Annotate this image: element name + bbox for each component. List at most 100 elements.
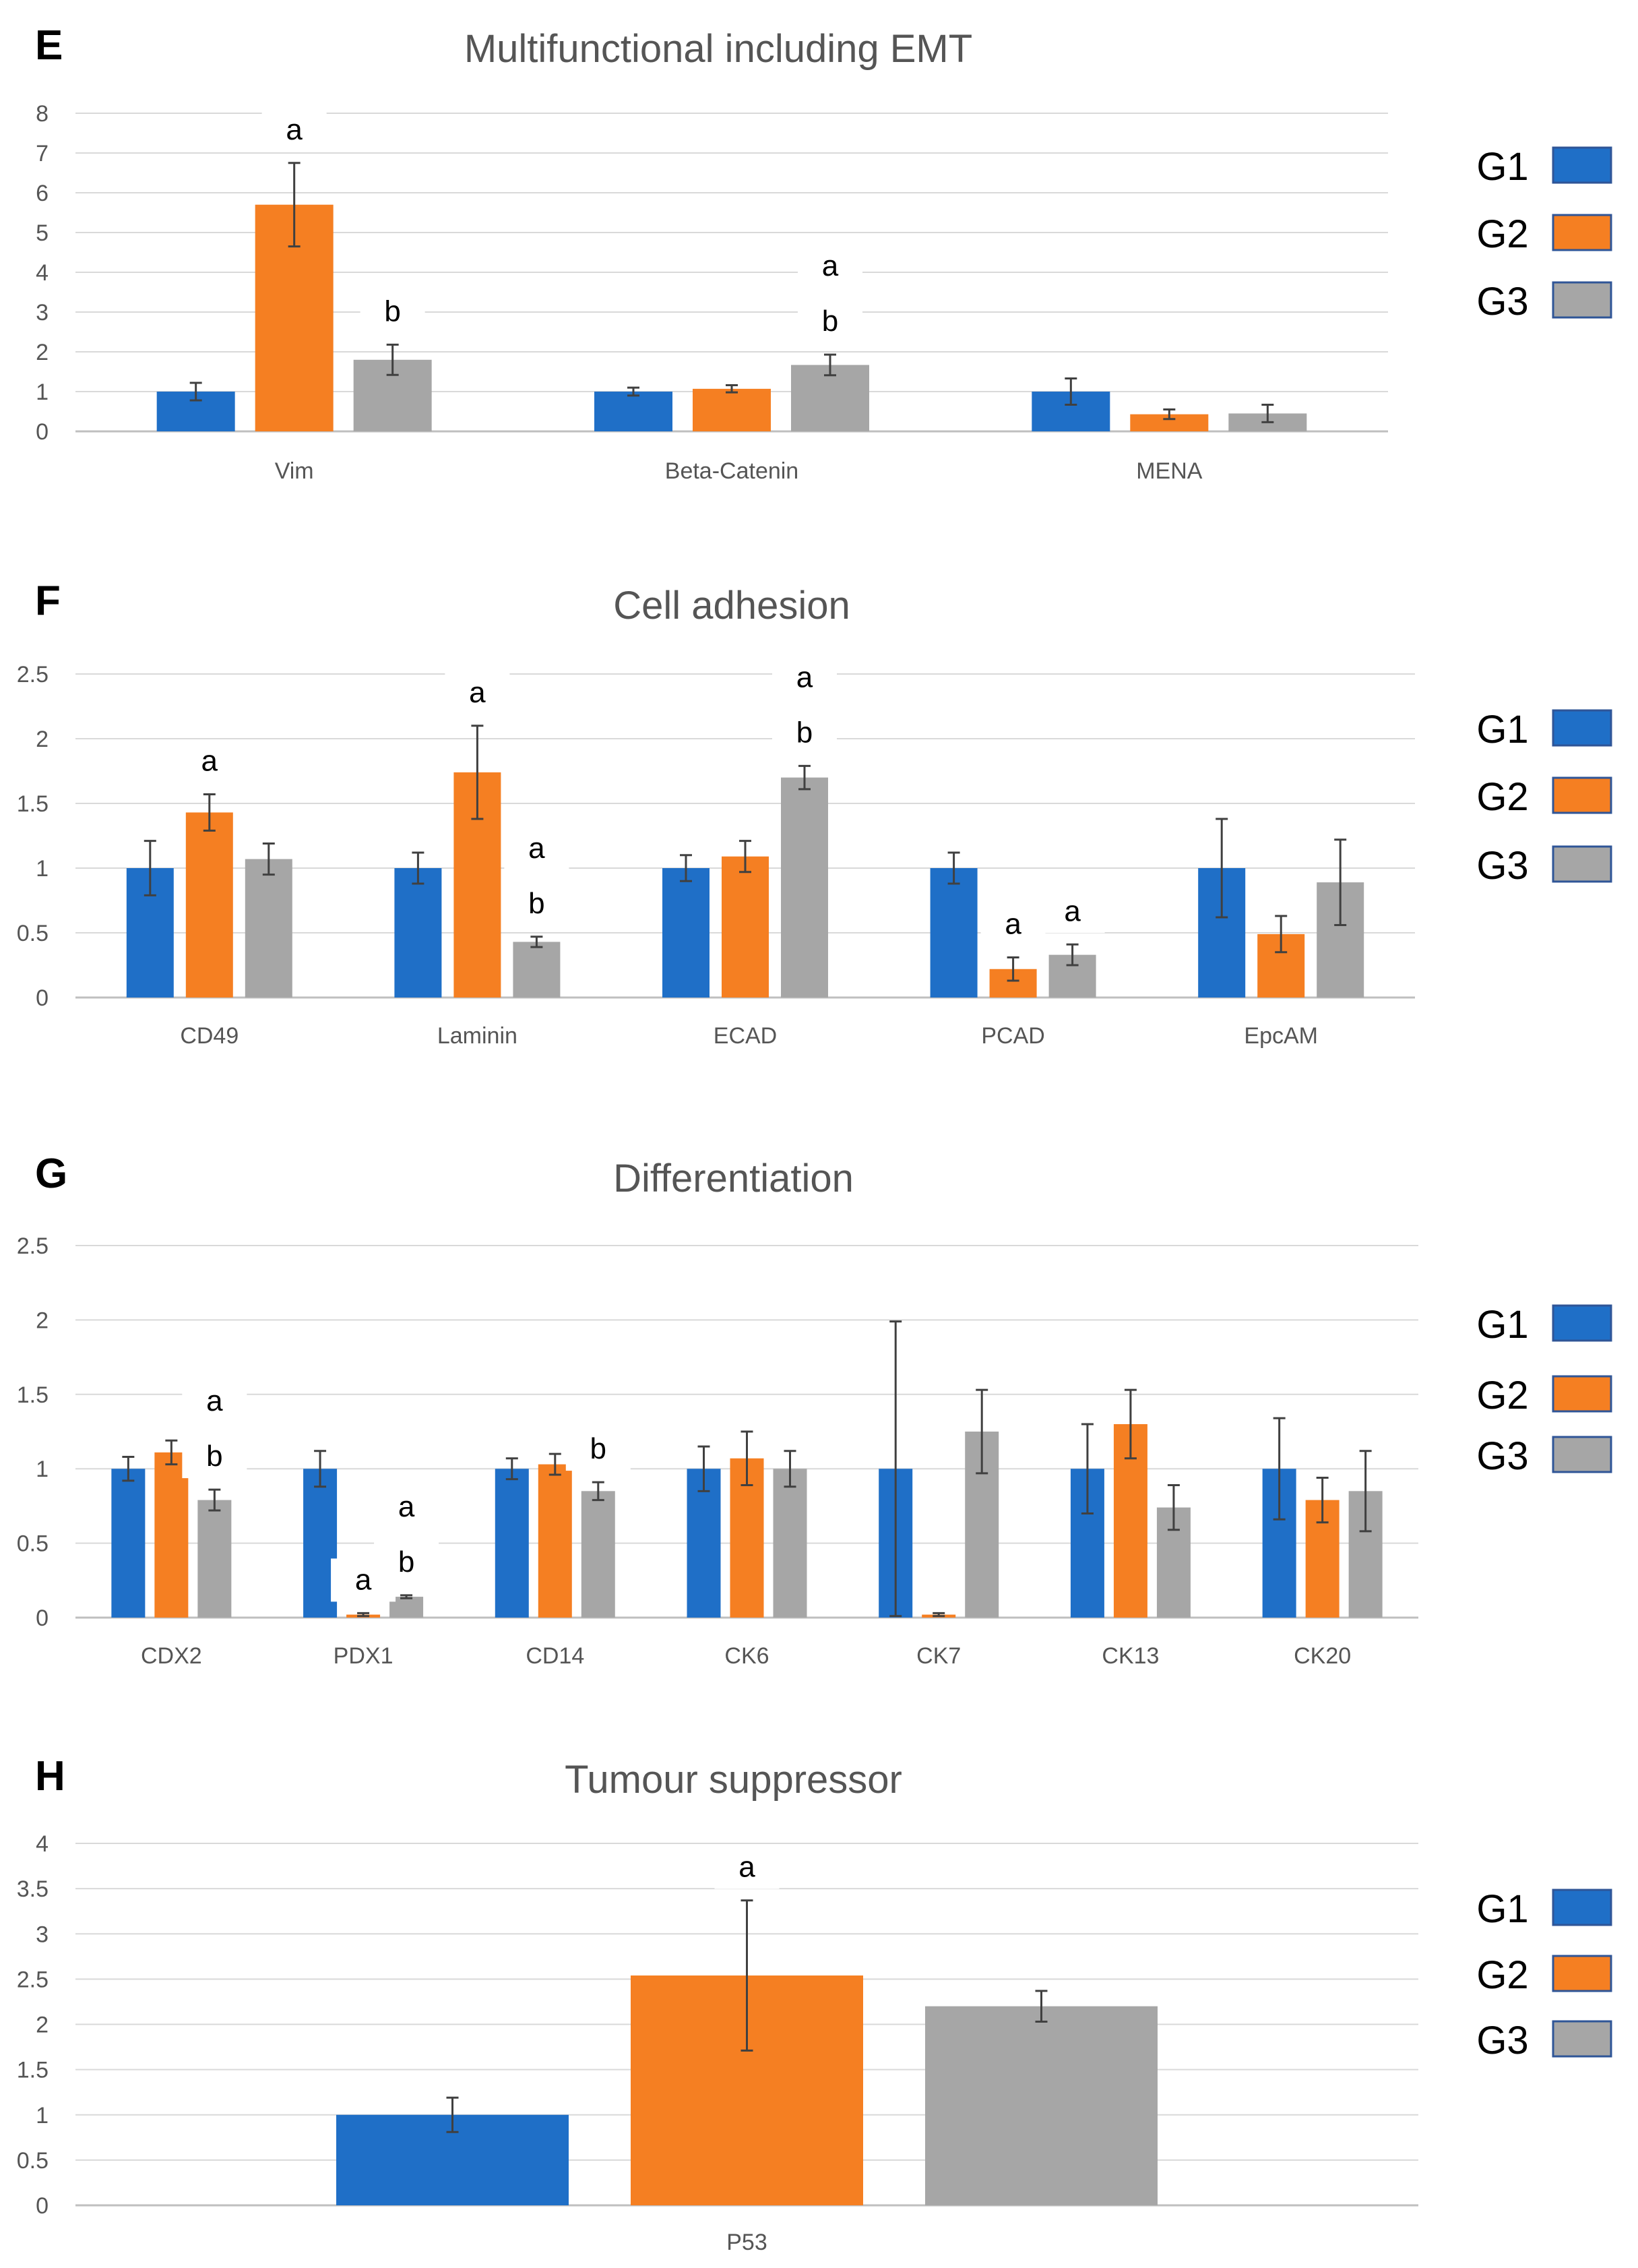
annotation-bg	[772, 656, 837, 700]
y-tick-label: 1	[36, 379, 49, 405]
legend-swatch-g1	[1552, 146, 1612, 184]
legend-swatch-g1	[1552, 1304, 1612, 1342]
legend-label-g2: G2	[1476, 775, 1528, 819]
y-tick-label: 0.5	[17, 921, 49, 946]
category-label: Laminin	[437, 1023, 517, 1049]
y-tick-label: 2.5	[17, 1967, 49, 1992]
significance-letter: a	[469, 676, 486, 709]
y-tick-label: 0.5	[17, 1531, 49, 1557]
category-label: CK7	[916, 1643, 961, 1669]
bar-g2	[538, 1464, 572, 1618]
y-tick-label: 2	[36, 2013, 49, 2038]
y-tick-label: 2.5	[17, 662, 49, 687]
significance-letter: a	[796, 661, 813, 694]
y-tick-label: 5	[36, 220, 49, 246]
significance-letter: a	[355, 1563, 372, 1596]
y-tick-label: 1	[36, 2103, 49, 2128]
annotation-bg	[504, 826, 569, 870]
significance-letter: a	[528, 832, 545, 865]
y-tick-label: 3	[36, 1922, 49, 1947]
significance-letter: a	[738, 1851, 755, 1884]
legend-swatch-g3	[1552, 2020, 1612, 2058]
annotation-bg	[445, 671, 510, 714]
y-tick-label: 2	[36, 340, 49, 365]
chart-title: Tumour suppressor	[565, 1758, 902, 1802]
significance-letter: a	[398, 1490, 415, 1523]
legend-label-g2: G2	[1476, 1374, 1528, 1417]
bar-g2	[154, 1452, 189, 1618]
significance-letter: b	[384, 295, 400, 328]
y-tick-label: 4	[36, 1831, 49, 1857]
chart-title: Cell adhesion	[613, 584, 850, 627]
category-label: Beta-Catenin	[665, 458, 798, 484]
y-tick-label: 1	[36, 856, 49, 882]
legend-label-g1: G1	[1476, 708, 1528, 752]
chart-panel-g: G Differentiation 0 0.5 1 1.5 2 2.5 CDX2 PDX1 CD14…	[17, 1151, 1612, 1669]
category-label: CDX2	[141, 1643, 202, 1669]
annotation-bg	[772, 711, 837, 755]
bar-g1	[930, 868, 978, 998]
bar-g3	[581, 1491, 615, 1618]
category-label: Vim	[275, 458, 314, 484]
y-tick-label: 0.5	[17, 2148, 49, 2174]
category-label: PDX1	[334, 1643, 393, 1669]
significance-letter: a	[206, 1384, 223, 1417]
category-label: P53	[726, 2230, 767, 2255]
annotation-bg	[261, 108, 327, 152]
legend-label-g2: G2	[1476, 1953, 1528, 1997]
significance-letter: a	[822, 249, 839, 282]
legend-swatch-g3	[1552, 281, 1612, 319]
panel-label: G	[35, 1151, 67, 1197]
y-tick-label: 0	[36, 2193, 49, 2219]
y-tick-label: 8	[36, 101, 49, 127]
chart-panel-h: H Tumour suppressor 0 0.5 1 1.5 2 2.5 3 3.5 4 P53 a G…	[17, 1753, 1612, 2255]
annotation-bg	[798, 245, 862, 288]
bar-g1	[495, 1469, 529, 1618]
annotation-bg	[177, 739, 242, 783]
y-tick-label: 0	[36, 419, 49, 445]
bar-g1	[111, 1469, 146, 1618]
significance-letter: a	[1064, 894, 1081, 927]
y-tick-label: 2	[36, 1308, 49, 1333]
bar-g2	[693, 388, 771, 431]
significance-letter: b	[398, 1545, 414, 1579]
annotation-bg	[360, 290, 425, 334]
y-tick-label: 7	[36, 141, 49, 166]
legend-label-g3: G3	[1476, 1434, 1528, 1478]
y-tick-label: 0	[36, 985, 49, 1011]
bar-g3	[781, 777, 828, 998]
category-label: CD14	[526, 1643, 584, 1669]
y-tick-label: 2	[36, 727, 49, 752]
bar-g2	[185, 812, 233, 998]
bar-g1	[394, 868, 442, 998]
chart-title: Multifunctional including EMT	[464, 27, 972, 71]
legend-swatch-g1	[1552, 709, 1612, 747]
significance-letter: a	[286, 113, 303, 146]
annotation-bg	[565, 1428, 631, 1471]
panel-label: H	[35, 1753, 65, 1800]
panel-label: F	[35, 578, 61, 624]
legend-label-g2: G2	[1476, 212, 1528, 256]
significance-letter: b	[206, 1440, 222, 1473]
chart-panel-e: E Multifunctional including EMT 0 1 2 3 4 5 6 7 8 V…	[35, 22, 1612, 484]
significance-letter: b	[528, 887, 544, 920]
y-tick-label: 0	[36, 1605, 49, 1631]
category-label: CK13	[1102, 1643, 1159, 1669]
legend-swatch-g3	[1552, 845, 1612, 883]
category-label: CD49	[180, 1023, 239, 1049]
significance-letter: b	[590, 1432, 606, 1465]
category-label: EpcAM	[1244, 1023, 1318, 1049]
chart-panel-f: F Cell adhesion 0 0.5 1 1.5 2 2.5 CD49 Laminin ECA…	[17, 578, 1612, 1049]
annotation-bg	[714, 1845, 780, 1889]
y-tick-label: 3	[36, 300, 49, 326]
bar-g3	[773, 1469, 807, 1618]
annotation-bg	[980, 902, 1046, 946]
category-label: MENA	[1136, 458, 1203, 484]
annotation-bg	[374, 1485, 439, 1529]
bar-g1	[687, 1469, 721, 1618]
chart-title: Differentiation	[613, 1157, 854, 1200]
annotation-bg	[798, 300, 862, 344]
bar-g1	[594, 392, 672, 431]
category-label: PCAD	[981, 1023, 1044, 1049]
